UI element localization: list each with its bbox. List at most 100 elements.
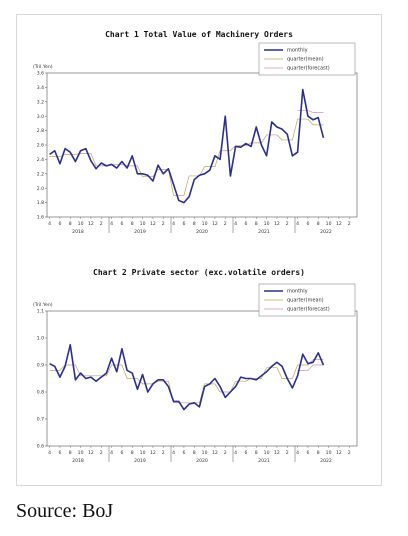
year-label: 2022 bbox=[320, 458, 332, 464]
x-tick-label: 6 bbox=[244, 221, 247, 227]
x-tick-label: 6 bbox=[182, 450, 185, 456]
y-tick-label: 0.7 bbox=[37, 417, 44, 423]
x-tick-label: 6 bbox=[58, 450, 61, 456]
y-tick-label: 2.4 bbox=[37, 157, 44, 163]
x-tick-label: 10 bbox=[326, 221, 332, 227]
figure-frame: Chart 1 Total Value of Machinery Orders (… bbox=[16, 14, 382, 486]
x-tick-label: 12 bbox=[212, 450, 218, 456]
year-label: 2021 bbox=[258, 229, 270, 235]
legend-item-label: monthly bbox=[287, 289, 308, 295]
x-tick-label: 2 bbox=[286, 450, 289, 456]
x-tick-label: 6 bbox=[244, 450, 247, 456]
x-tick-label: 12 bbox=[88, 450, 94, 456]
y-tick-label: 2.8 bbox=[37, 128, 44, 134]
year-label: 2021 bbox=[258, 458, 270, 464]
y-tick-label: 1.8 bbox=[37, 200, 44, 206]
x-tick-label: 12 bbox=[336, 221, 342, 227]
x-tick-label: 6 bbox=[120, 221, 123, 227]
year-label: 2020 bbox=[196, 229, 208, 235]
x-tick-label: 12 bbox=[274, 450, 280, 456]
legend-item-label: quarter(forecast) bbox=[287, 66, 330, 72]
x-tick-label: 10 bbox=[264, 221, 270, 227]
x-tick-label: 8 bbox=[131, 450, 134, 456]
y-tick-label: 0.9 bbox=[37, 363, 44, 369]
x-tick-label: 8 bbox=[193, 450, 196, 456]
x-tick-label: 2 bbox=[162, 221, 165, 227]
legend: monthly quarter(mean) quarter(forecast) bbox=[258, 283, 356, 317]
x-tick-label: 4 bbox=[48, 450, 51, 456]
year-label: 2019 bbox=[134, 458, 146, 464]
x-tick-label: 12 bbox=[274, 221, 280, 227]
x-tick-label: 10 bbox=[78, 221, 84, 227]
chart-2: Chart 2 Private sector (exc.volatile ord… bbox=[33, 267, 358, 464]
legend-item-label: monthly bbox=[287, 48, 308, 54]
x-tick-label: 8 bbox=[69, 450, 72, 456]
x-tick-label: 4 bbox=[48, 221, 51, 227]
x-tick-label: 2 bbox=[162, 450, 165, 456]
x-tick-label: 6 bbox=[58, 221, 61, 227]
year-label: 2018 bbox=[72, 229, 84, 235]
series-quarter-forecast-line bbox=[297, 364, 324, 371]
x-tick-label: 2 bbox=[286, 221, 289, 227]
y-tick-label: 2.2 bbox=[37, 171, 44, 177]
x-tick-label: 2 bbox=[348, 450, 351, 456]
x-tick-label: 10 bbox=[326, 450, 332, 456]
year-label: 2022 bbox=[320, 229, 332, 235]
y-tick-label: 0.8 bbox=[37, 390, 44, 396]
series-quarter-mean-line bbox=[49, 118, 324, 196]
x-tick-label: 10 bbox=[202, 450, 208, 456]
chart-title: Chart 1 Total Value of Machinery Orders bbox=[105, 29, 293, 39]
y-tick-label: 3.2 bbox=[37, 99, 44, 105]
x-tick-label: 4 bbox=[110, 450, 113, 456]
x-tick-label: 2 bbox=[224, 450, 227, 456]
x-tick-label: 6 bbox=[306, 450, 309, 456]
x-tick-label: 10 bbox=[202, 221, 208, 227]
x-tick-label: 8 bbox=[255, 450, 258, 456]
x-tick-label: 2 bbox=[100, 221, 103, 227]
y-tick-label: 1.0 bbox=[37, 336, 44, 342]
year-label: 2020 bbox=[196, 458, 208, 464]
x-tick-label: 8 bbox=[193, 221, 196, 227]
x-tick-label: 10 bbox=[78, 450, 84, 456]
x-tick-label: 12 bbox=[150, 450, 156, 456]
y-tick-label: 3.0 bbox=[37, 114, 44, 120]
plot-area bbox=[46, 72, 358, 218]
legend-item-label: quarter(forecast) bbox=[287, 307, 330, 313]
x-tick-label: 6 bbox=[120, 450, 123, 456]
year-label: 2019 bbox=[134, 229, 146, 235]
chart-1: Chart 1 Total Value of Machinery Orders (… bbox=[33, 29, 358, 235]
x-tick-label: 10 bbox=[264, 450, 270, 456]
x-tick-label: 8 bbox=[255, 221, 258, 227]
y-tick-label: 2.0 bbox=[37, 186, 44, 192]
legend-item-label: quarter(mean) bbox=[287, 57, 324, 63]
y-tick-label: 1.1 bbox=[37, 309, 44, 315]
x-tick-label: 6 bbox=[306, 221, 309, 227]
y-tick-label: 3.6 bbox=[37, 71, 44, 77]
x-tick-label: 10 bbox=[140, 450, 146, 456]
x-tick-label: 6 bbox=[182, 221, 185, 227]
x-tick-label: 8 bbox=[131, 221, 134, 227]
x-tick-label: 12 bbox=[212, 221, 218, 227]
x-tick-label: 10 bbox=[140, 221, 146, 227]
x-tick-label: 2 bbox=[224, 221, 227, 227]
legend: monthly quarter(mean) quarter(forecast) bbox=[258, 42, 356, 76]
x-tick-label: 4 bbox=[110, 221, 113, 227]
x-tick-label: 4 bbox=[296, 450, 299, 456]
x-tick-label: 4 bbox=[234, 221, 237, 227]
x-tick-label: 12 bbox=[150, 221, 156, 227]
x-tick-label: 2 bbox=[348, 221, 351, 227]
x-tick-label: 4 bbox=[234, 450, 237, 456]
x-tick-label: 12 bbox=[88, 221, 94, 227]
y-tick-label: 2.6 bbox=[37, 143, 44, 149]
series-monthly-line bbox=[49, 88, 325, 204]
x-tick-label: 2 bbox=[100, 450, 103, 456]
legend-item-label: quarter(mean) bbox=[287, 298, 324, 304]
year-label: 2018 bbox=[72, 458, 84, 464]
x-tick-label: 4 bbox=[172, 450, 175, 456]
x-tick-label: 8 bbox=[69, 221, 72, 227]
x-tick-label: 4 bbox=[296, 221, 299, 227]
unit-label: (Tril.Yen) bbox=[33, 302, 53, 308]
y-tick-label: 1.6 bbox=[37, 215, 44, 221]
x-tick-label: 8 bbox=[317, 450, 320, 456]
y-tick-label: 3.4 bbox=[37, 85, 44, 91]
